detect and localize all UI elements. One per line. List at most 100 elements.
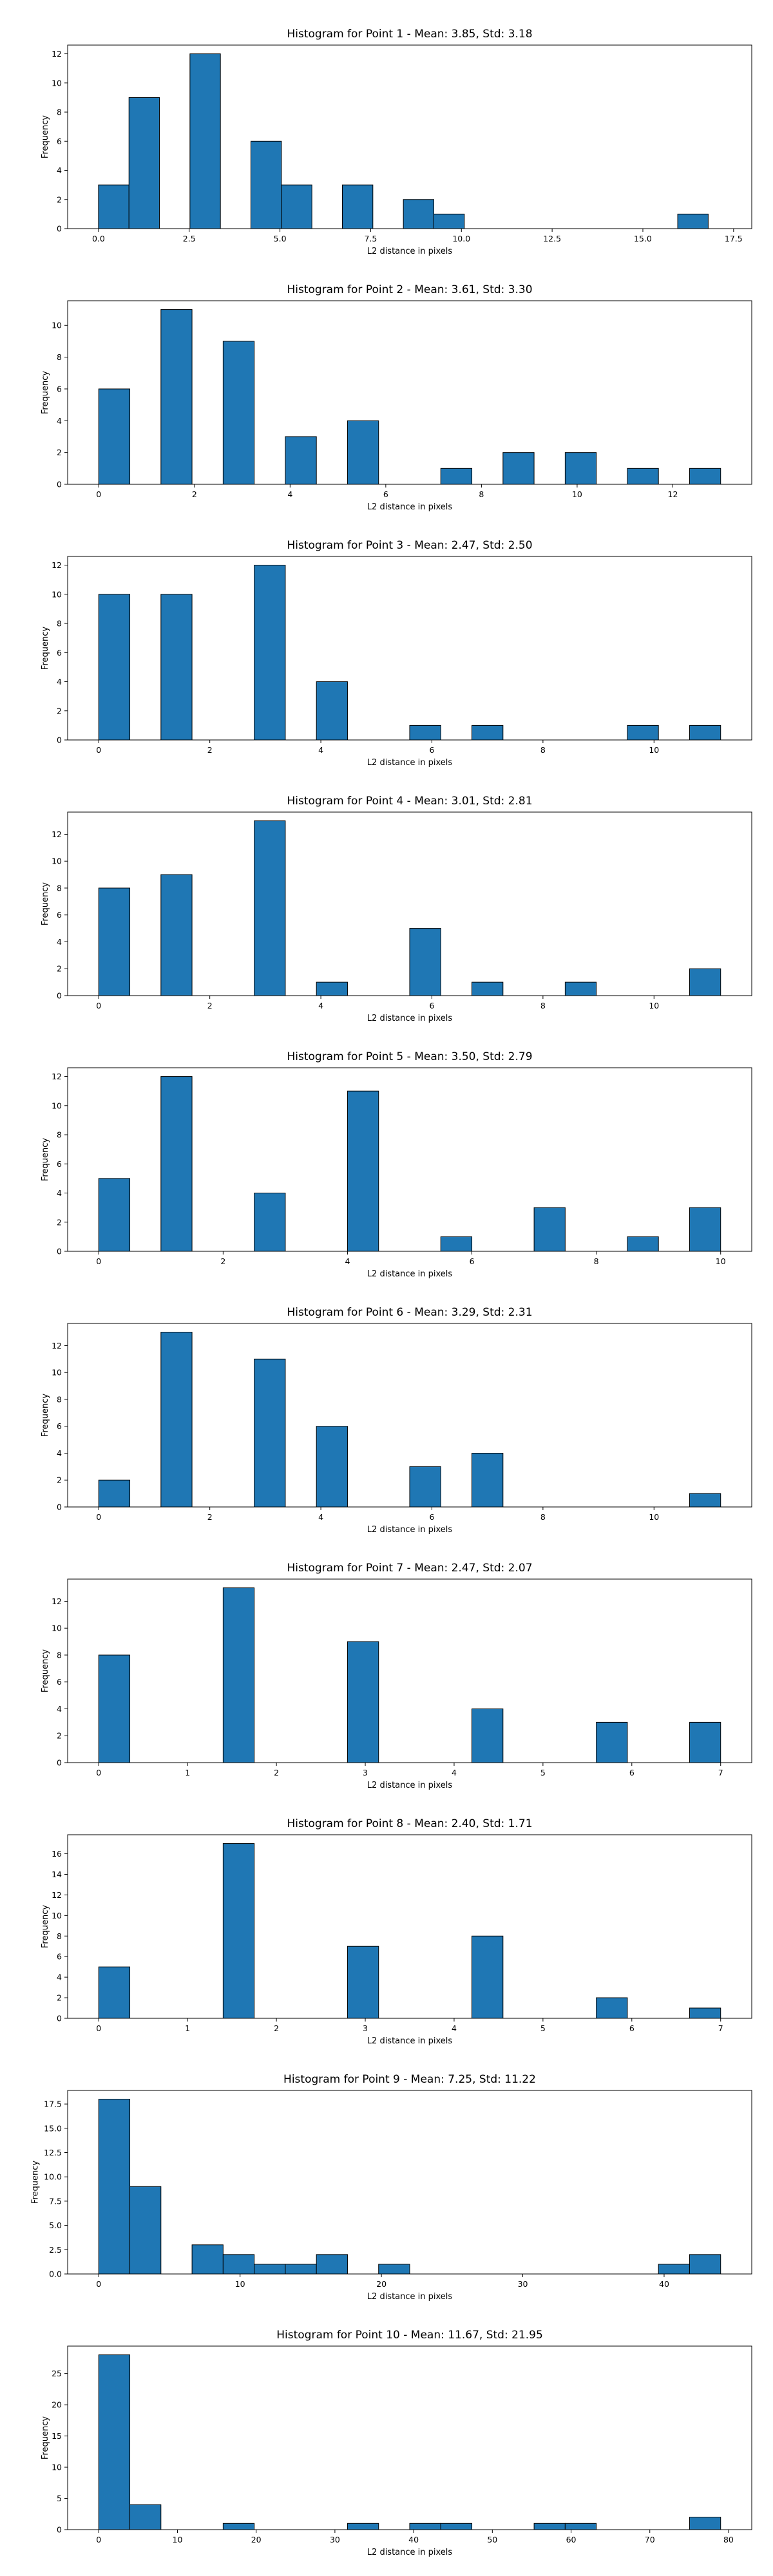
y-tick-label: 12 — [52, 1890, 62, 1900]
histogram-bar — [98, 2099, 131, 2275]
x-tick-label: 0.0 — [92, 234, 105, 243]
histogram-bar — [191, 2244, 224, 2275]
x-tick-label: 3 — [363, 1768, 368, 1777]
x-tick-label: 12.5 — [543, 234, 561, 243]
y-tick-label: 12 — [52, 1072, 62, 1081]
x-tick-label: 10 — [649, 1512, 659, 1522]
x-tick-label: 30 — [518, 2279, 528, 2289]
histogram-bar — [347, 1946, 379, 2019]
x-tick-label: 0 — [96, 1512, 101, 1522]
x-tick-label: 4 — [318, 745, 323, 755]
histogram-panel-7: Histogram for Point 7 - Mean: 2.47, Std:… — [41, 1562, 752, 1790]
y-tick-label: 0.0 — [49, 2269, 62, 2279]
y-tick-label: 2 — [57, 448, 62, 457]
y-tick-label: 0 — [57, 2525, 62, 2535]
y-tick-label: 6 — [57, 910, 62, 920]
y-tick-label: 4 — [57, 166, 62, 175]
y-axis-label: Frequency — [41, 627, 50, 670]
plot-frame — [67, 1578, 752, 1763]
histogram-bar — [98, 1966, 131, 2019]
histogram-bar — [281, 184, 312, 229]
y-tick-label: 25 — [52, 2369, 62, 2378]
y-tick-label: 8 — [57, 108, 62, 117]
y-tick-label: 2 — [57, 964, 62, 974]
y-tick-label: 4 — [57, 1704, 62, 1714]
histogram-bar — [98, 594, 131, 741]
x-axis-label: L2 distance in pixels — [367, 247, 453, 256]
plot-frame — [67, 556, 752, 741]
y-tick-label: 10 — [52, 321, 62, 330]
y-tick-label: 4 — [57, 1973, 62, 1982]
histogram-bar — [472, 1452, 504, 1508]
histogram-panel-8: Histogram for Point 8 - Mean: 2.40, Std:… — [41, 1817, 752, 2046]
x-tick-label: 10 — [173, 2535, 183, 2544]
x-tick-label: 80 — [723, 2535, 734, 2544]
plot-frame — [67, 1323, 752, 1508]
x-tick-label: 0 — [96, 1256, 101, 1266]
histogram-bar — [689, 2007, 721, 2019]
plot-frame — [67, 44, 752, 229]
histogram-bar — [677, 213, 709, 229]
x-tick-label: 6 — [430, 745, 435, 755]
chart-title: Histogram for Point 7 - Mean: 2.47, Std:… — [287, 1562, 532, 1575]
histogram-bar — [689, 1207, 721, 1252]
y-tick-label: 14 — [52, 1870, 62, 1879]
histogram-bar — [98, 1479, 131, 1508]
y-tick-label: 4 — [57, 1188, 62, 1198]
x-tick-label: 0 — [96, 2535, 101, 2544]
chart-title: Histogram for Point 1 - Mean: 3.85, Std:… — [287, 28, 532, 41]
x-tick-label: 6 — [430, 1512, 435, 1522]
y-tick-label: 10.0 — [44, 2172, 62, 2182]
histogram-bar — [689, 2254, 721, 2275]
y-tick-label: 6 — [57, 648, 62, 658]
histogram-bar — [129, 2186, 162, 2275]
histogram-bar — [533, 1207, 566, 1252]
histogram-bar — [472, 724, 504, 741]
histogram-bar — [627, 1236, 659, 1252]
chart-title: Histogram for Point 8 - Mean: 2.40, Std:… — [287, 1817, 532, 1830]
x-tick-label: 4 — [318, 1512, 323, 1522]
histogram-bar — [564, 452, 597, 485]
y-tick-label: 12 — [52, 560, 62, 570]
y-tick-label: 0 — [57, 224, 62, 234]
y-tick-label: 6 — [57, 1421, 62, 1431]
x-axis-label: L2 distance in pixels — [367, 1014, 453, 1023]
histogram-bar — [347, 1641, 379, 1763]
histogram-bar — [341, 184, 374, 229]
y-tick-label: 10 — [52, 78, 62, 88]
histogram-bar — [222, 1587, 255, 1763]
y-tick-label: 15 — [52, 2431, 62, 2441]
histogram-panel-2: Histogram for Point 2 - Mean: 3.61, Std:… — [41, 283, 752, 512]
chart-title: Histogram for Point 5 - Mean: 3.50, Std:… — [287, 1050, 532, 1063]
histogram-bar — [160, 594, 193, 741]
histogram-bar — [409, 1466, 441, 1508]
x-tick-label: 15.0 — [634, 234, 652, 243]
y-tick-label: 10 — [52, 1101, 62, 1110]
histogram-bar — [222, 2523, 255, 2530]
x-tick-label: 0 — [96, 2279, 101, 2289]
histogram-bar — [440, 1236, 473, 1252]
histogram-bar — [409, 2523, 441, 2530]
y-tick-label: 12 — [52, 829, 62, 839]
x-tick-label: 10 — [716, 1256, 726, 1266]
y-tick-label: 8 — [57, 883, 62, 893]
y-tick-label: 2 — [57, 1731, 62, 1741]
x-axis-label: L2 distance in pixels — [367, 1781, 453, 1790]
plot-frame — [67, 300, 752, 485]
histogram-bar — [689, 724, 721, 741]
histogram-bar — [98, 388, 131, 485]
y-axis-label: Frequency — [41, 2416, 50, 2459]
x-tick-label: 3 — [363, 2023, 368, 2033]
plot-frame — [67, 811, 752, 996]
x-tick-label: 2.5 — [183, 234, 196, 243]
y-axis-label: Frequency — [31, 2161, 41, 2204]
histogram-bar — [689, 2517, 721, 2530]
y-tick-label: 12 — [52, 1341, 62, 1350]
x-tick-label: 4 — [452, 1768, 457, 1777]
y-tick-label: 0 — [57, 1247, 62, 1256]
histogram-panel-4: Histogram for Point 4 - Mean: 3.01, Std:… — [41, 795, 752, 1023]
chart-title: Histogram for Point 3 - Mean: 2.47, Std:… — [287, 539, 532, 552]
x-tick-label: 7.5 — [364, 234, 377, 243]
y-tick-label: 8 — [57, 1394, 62, 1404]
